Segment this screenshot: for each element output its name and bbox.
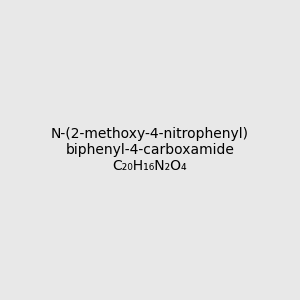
Text: N-(2-methoxy-4-nitrophenyl)
biphenyl-4-carboxamide
C₂₀H₁₆N₂O₄: N-(2-methoxy-4-nitrophenyl) biphenyl-4-c… (51, 127, 249, 173)
